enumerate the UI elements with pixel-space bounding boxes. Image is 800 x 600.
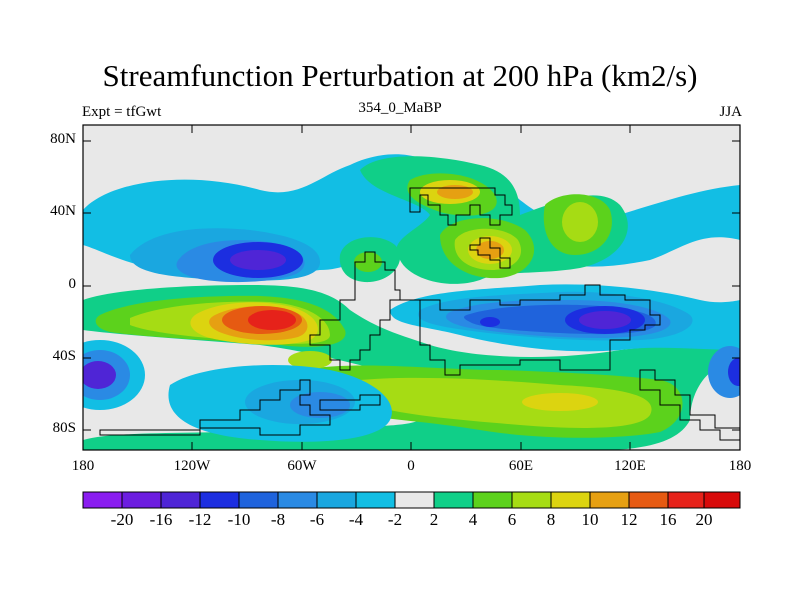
colorbar-swatch [199,491,240,509]
colorbar-swatch [628,491,669,509]
lon-label: 60W [287,458,317,474]
contour-north-negative-peak-inner [230,250,286,270]
colorbar-swatch [667,491,705,509]
season-label: JJA [719,104,742,120]
contour-europe-positive-core [437,185,473,199]
colorbar-label: -2 [387,510,403,529]
lat-label: 80S [52,420,76,436]
lat-label: 80N [50,131,76,147]
colorbar-label: -12 [188,510,212,529]
colorbar-swatch [703,491,741,509]
colorbar-swatch [511,491,552,509]
run-label: 354_0_MaBP [358,100,442,116]
contour-south-positive-left [288,351,332,369]
colorbar-swatch [238,491,279,509]
colorbar-label: -16 [149,510,173,529]
colorbar-swatch [316,491,357,509]
coastlines [99,187,740,441]
colorbar-label: -20 [110,510,134,529]
colorbar-swatch [472,491,513,509]
colorbar-label: -4 [348,510,364,529]
lon-label: 120E [614,458,646,474]
axis-ticks [83,125,740,450]
lon-label: 180 [728,458,752,474]
colorbar-swatch [277,491,318,509]
colorbar-label: 2 [429,510,439,529]
contour-south-positive-mid [351,377,652,428]
contour-south-positive-core [522,393,598,411]
colorbar-swatch [433,491,474,509]
contour-indopacific-negative-small [480,317,500,327]
contour-east-south-negative [708,346,740,398]
colorbar-label: 20 [695,510,713,529]
colorbar-label: 8 [546,510,556,529]
colorbar-label: -10 [227,510,251,529]
colorbar-swatch [82,491,123,509]
contour-tropical-positive-peak-inner [248,310,296,330]
colorbar-label: 10 [581,510,599,529]
contour-east-south-negative-core [728,358,740,386]
colorbar-label: 12 [620,510,638,529]
colorbar-swatch [121,491,162,509]
contour-field [83,125,740,450]
lon-label: 60E [508,458,534,474]
experiment-label: Expt = tfGwt [82,104,162,120]
lat-label: 40N [50,203,76,219]
map-title: Streamfunction Perturbation at 200 hPa (… [102,58,698,93]
colorbar [82,491,741,509]
colorbar-swatch [550,491,591,509]
contour-asia-positive-core [562,202,598,242]
colorbar-swatch [160,491,201,509]
colorbar-label: 6 [507,510,517,529]
colorbar-swatch [589,491,630,509]
lat-label: 0 [68,276,77,292]
colorbar-swatch [355,491,396,509]
colorbar-label: -6 [309,510,325,529]
colorbar-label: -8 [270,510,286,529]
contour-indopacific-negative-peak-inner [579,311,631,329]
lon-label: 0 [407,458,415,474]
contour-west-south-negative-core [83,361,116,389]
lat-label: 40S [52,348,76,364]
lon-label: 120W [173,458,211,474]
colorbar-swatch [394,491,435,509]
colorbar-label: 16 [659,510,677,529]
colorbar-label: 4 [468,510,478,529]
lon-label: 180 [71,458,95,474]
